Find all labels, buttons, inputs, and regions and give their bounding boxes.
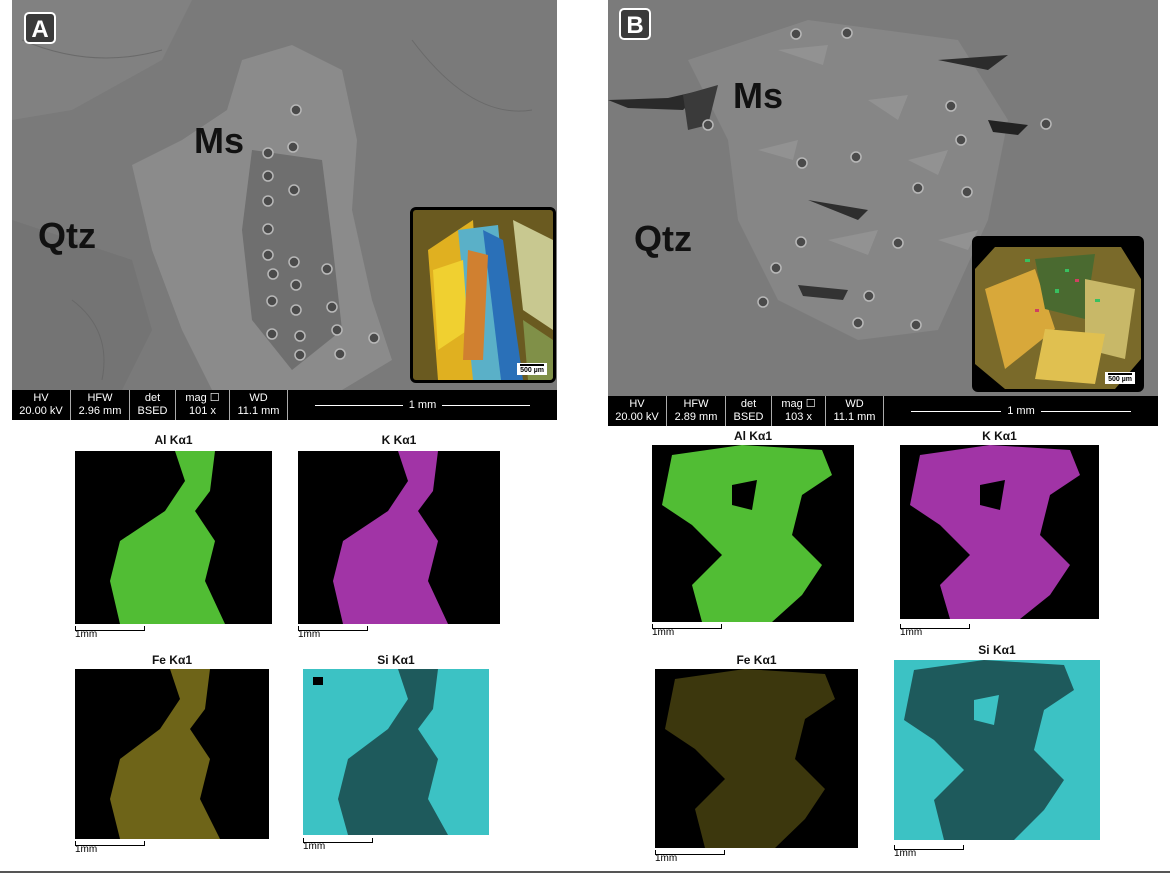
panel-label-b: B (619, 8, 651, 40)
mineral-label-qtz: Qtz (38, 215, 96, 256)
map-title: K Kα1 (381, 433, 417, 447)
det-head-b: det (740, 398, 757, 410)
map-scale-label: 1mm (303, 841, 326, 852)
sem-image-a: A Ms Qtz 500 µm (12, 0, 557, 390)
databar-det: det BSED (130, 390, 176, 420)
map-phase-region (910, 445, 1080, 619)
map-phase-region (904, 660, 1074, 840)
element-map-image (655, 669, 858, 848)
element-map-image (652, 445, 854, 622)
map-title: Si Kα1 (377, 653, 415, 667)
panel-label-a: A (24, 12, 56, 44)
map-scale-label: 1mm (75, 844, 98, 855)
sem-databar-b: HV 20.00 kV HFW 2.89 mm det BSED mag ☐ 103 x… (608, 396, 1158, 426)
databar-wd: WD 11.1 mm (230, 390, 288, 420)
inset-scale-label-a: 500 µm (520, 367, 544, 374)
wd-value: 11.1 mm (237, 405, 280, 417)
bottom-rule (0, 871, 1170, 873)
eds-map-b-k: K Kα1 1mm (900, 429, 1099, 641)
mineral-label-qtz-b: Qtz (634, 218, 692, 259)
element-map-image (298, 451, 500, 624)
sem-image-b: B Ms Qtz 500 µm (608, 0, 1158, 396)
eds-map-b-fe: Fe Kα1 1mm (655, 653, 858, 865)
databar-hfw: HFW 2.96 mm (71, 390, 130, 420)
map-title: Al Kα1 (733, 429, 773, 443)
databar-hv-b: HV 20.00 kV (608, 396, 667, 426)
map-scale-label: 1mm (894, 848, 917, 859)
hfw-head-b: HFW (683, 398, 709, 410)
inset-optical-image-a: 500 µm (410, 207, 556, 383)
mag-head-b: mag ☐ (781, 398, 816, 410)
map-scale-label: 1mm (652, 627, 675, 638)
eds-map-a-fe: Fe Kα1 1mm (75, 653, 269, 858)
map-title: Si Kα1 (978, 643, 1016, 657)
map-scale-label: 1mm (655, 853, 678, 864)
map-phase-region (110, 669, 220, 839)
map-phase-region (333, 451, 448, 624)
map-phase-hole (980, 480, 1005, 510)
inset-scale-bar-a: 500 µm (517, 363, 547, 375)
map-scale-label: 1mm (75, 629, 98, 640)
hfw-value-b: 2.89 mm (674, 411, 718, 423)
hv-head-b: HV (629, 398, 645, 410)
mag-value-b: 103 x (785, 411, 812, 423)
databar-hv: HV 20.00 kV (12, 390, 71, 420)
databar-mag: mag ☐ 101 x (176, 390, 230, 420)
map-scale-label: 1mm (298, 629, 321, 640)
map-scale-label: 1mm (900, 627, 923, 638)
wd-value-b: 11.1 mm (833, 411, 876, 423)
mag-head: mag ☐ (185, 392, 220, 404)
map-title: Fe Kα1 (151, 653, 193, 667)
element-map-image (75, 451, 272, 624)
wd-head-b: WD (845, 398, 864, 410)
scale-label-b: 1 mm (1001, 405, 1041, 417)
inset-optical-graphic-b (975, 239, 1141, 389)
databar-det-b: det BSED (726, 396, 772, 426)
inset-scale-bar-b: 500 µm (1105, 372, 1135, 384)
inset-scale-label-b: 500 µm (1108, 376, 1132, 383)
element-map-image (900, 445, 1099, 619)
map-phase-region (110, 451, 225, 624)
map-title: K Kα1 (982, 429, 1017, 443)
map-phase-hole (732, 480, 757, 510)
map-phase-hole (974, 695, 999, 725)
map-title: Fe Kα1 (736, 653, 777, 667)
hv-value-b: 20.00 kV (615, 411, 659, 423)
element-map-image (75, 669, 269, 839)
eds-map-a-si: Si Kα1 1mm (303, 653, 489, 858)
wd-head: WD (249, 392, 268, 404)
eds-map-a-k: K Kα1 1mm (298, 433, 500, 643)
eds-map-b-al: Al Kα1 1mm (652, 429, 854, 641)
sem-databar-a: HV 20.00 kV HFW 2.96 mm det BSED mag ☐ 101 x… (12, 390, 557, 420)
databar-mag-b: mag ☐ 103 x (772, 396, 826, 426)
map-phase-region (665, 669, 835, 848)
mineral-label-ms-b: Ms (733, 75, 784, 116)
element-map-image (894, 660, 1100, 840)
hv-value: 20.00 kV (19, 405, 63, 417)
databar-scale-a: 1 mm (288, 390, 557, 420)
eds-map-a-al: Al Kα1 1mm (75, 433, 272, 643)
inset-optical-image-b: 500 µm (972, 236, 1144, 392)
sem-image-a-graphic (12, 0, 557, 390)
map-phase-region (338, 669, 448, 835)
databar-hfw-b: HFW 2.89 mm (667, 396, 726, 426)
databar-wd-b: WD 11.1 mm (826, 396, 884, 426)
det-head: det (144, 392, 161, 404)
mineral-label-ms: Ms (194, 120, 245, 161)
element-map-image (303, 669, 489, 835)
scale-label-a: 1 mm (402, 399, 443, 411)
det-value-b: BSED (733, 411, 764, 423)
hv-head: HV (33, 392, 49, 404)
map-phase-region (662, 445, 832, 622)
eds-map-b-si: Si Kα1 1mm (894, 643, 1100, 861)
hfw-value: 2.96 mm (78, 405, 122, 417)
map-title: Al Kα1 (154, 433, 193, 447)
det-value: BSED (137, 405, 168, 417)
hfw-head: HFW (87, 392, 113, 404)
databar-scale-b: 1 mm (884, 396, 1158, 426)
mag-value: 101 x (189, 405, 216, 417)
inset-optical-graphic-a (413, 210, 553, 380)
